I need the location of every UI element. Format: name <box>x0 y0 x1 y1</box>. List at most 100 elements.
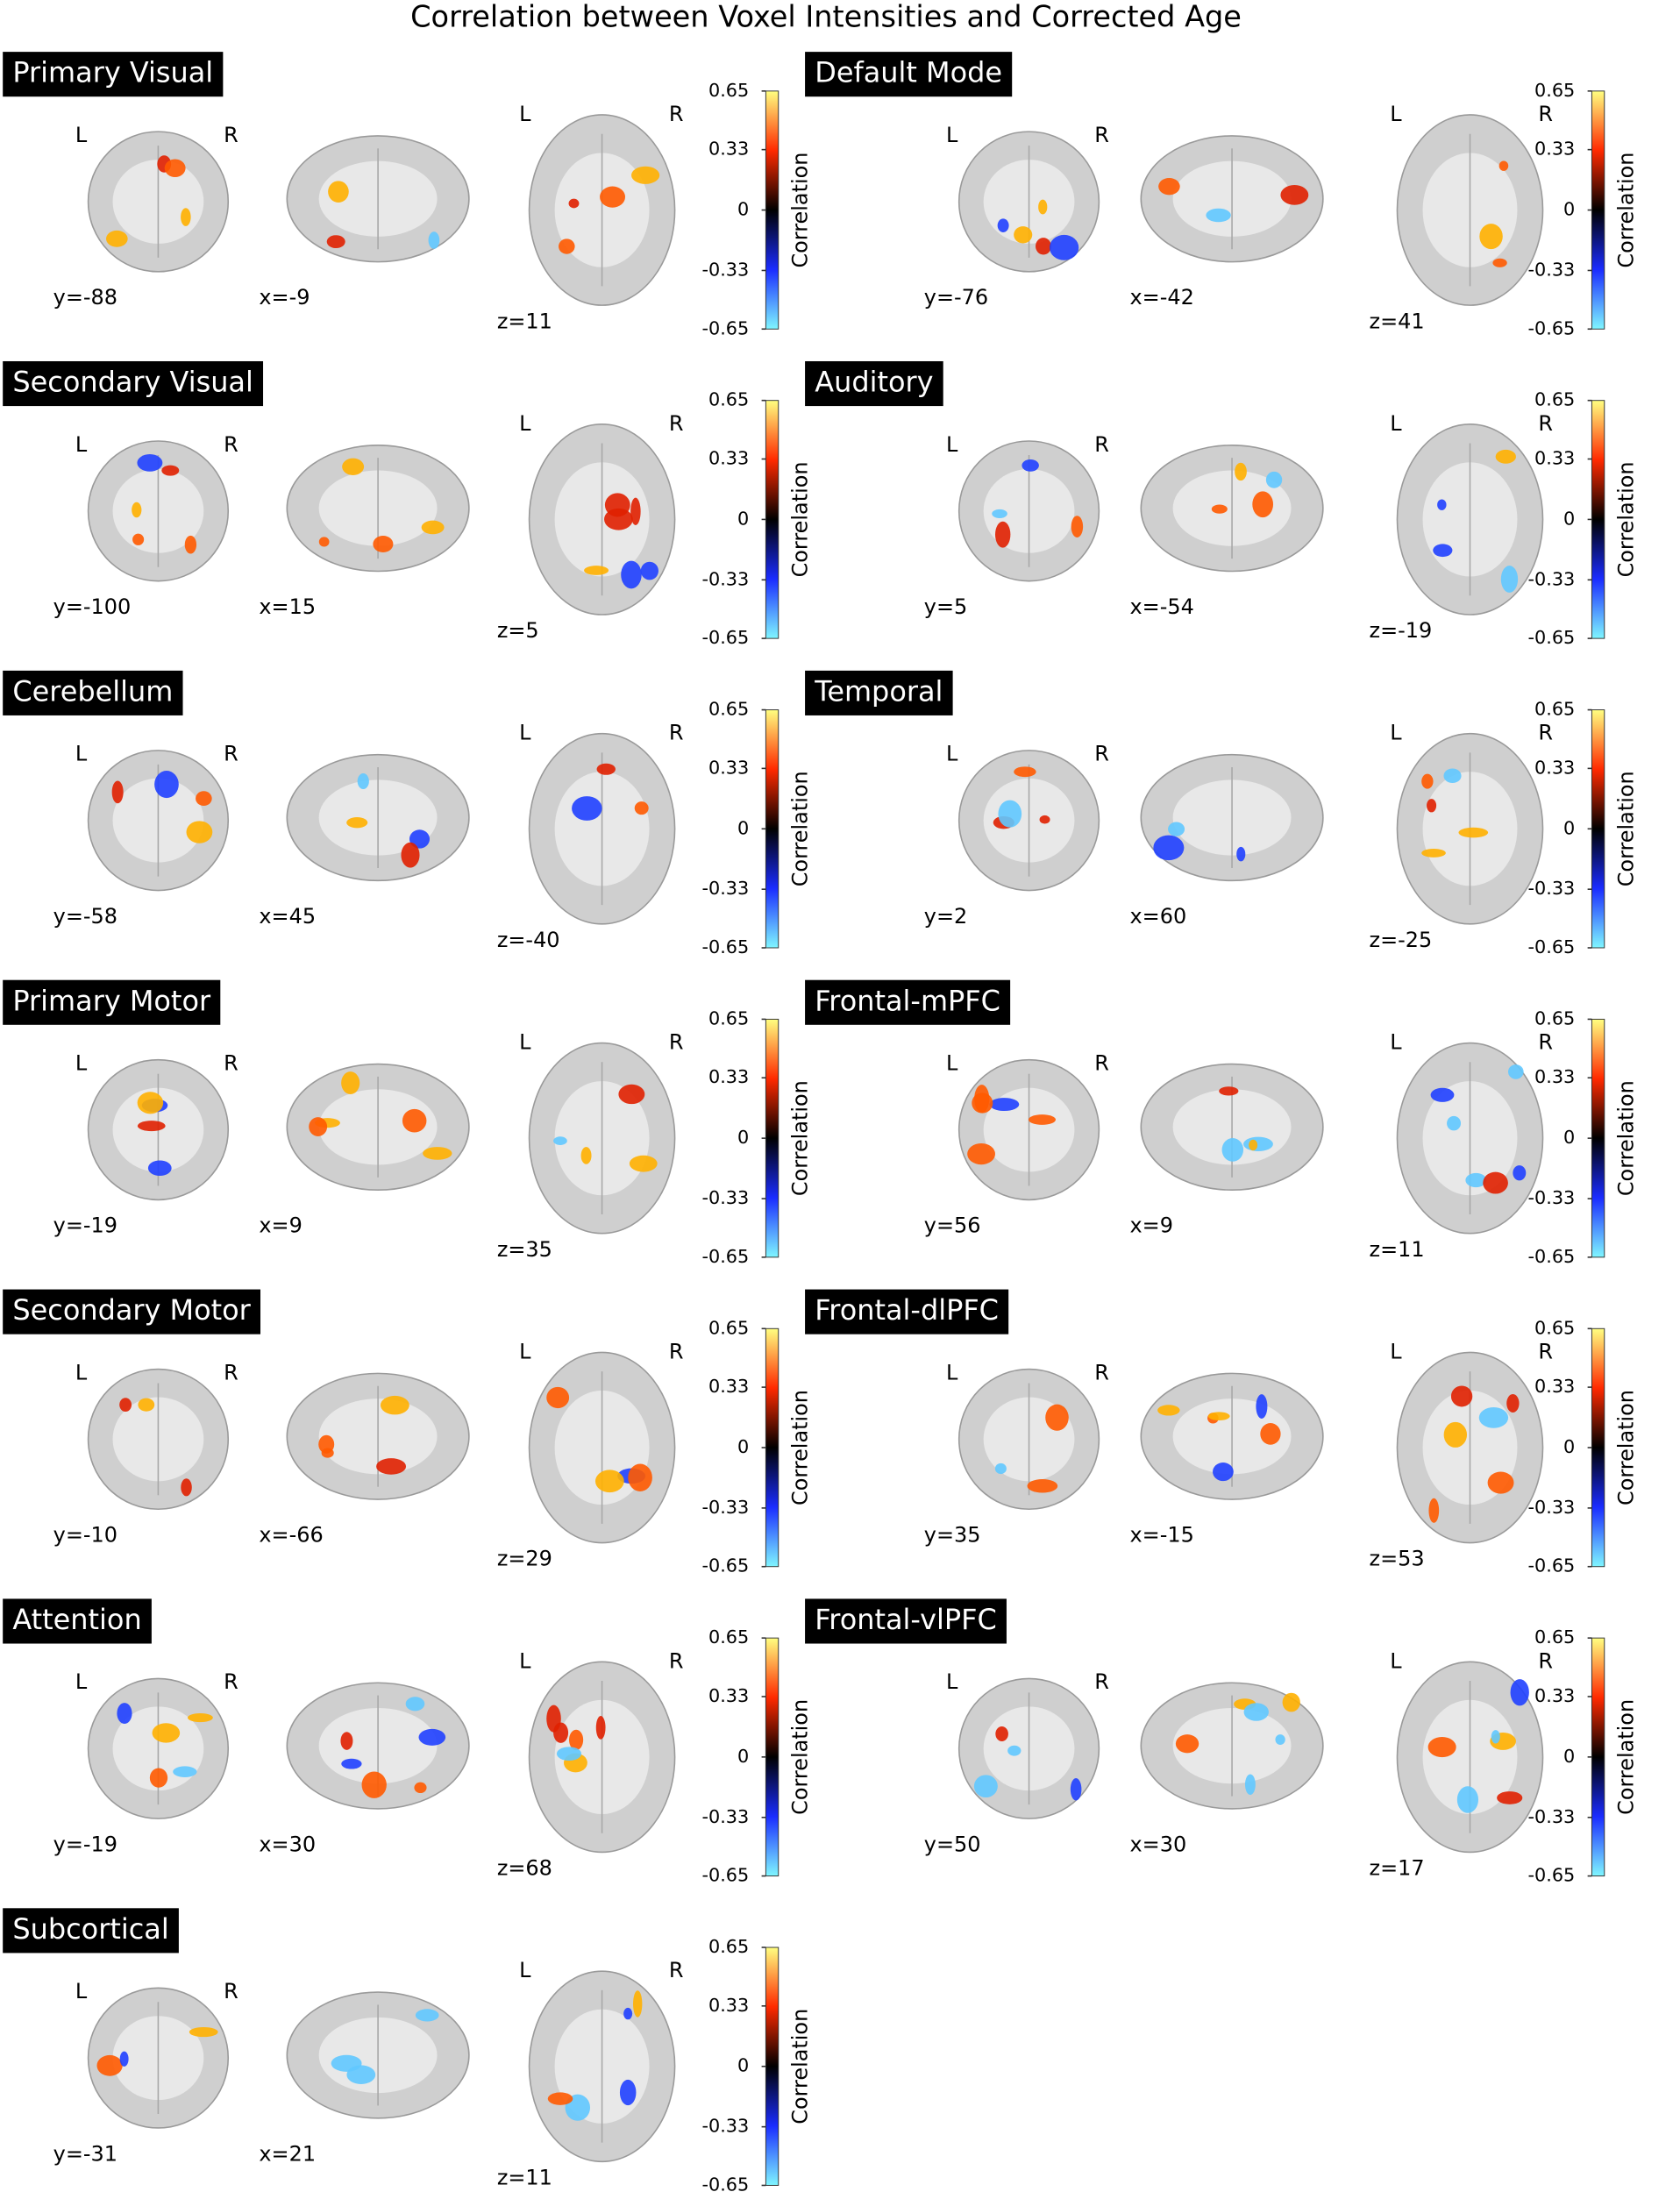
colorbar-label: Correlation <box>787 1699 812 1815</box>
hemisphere-left: L <box>946 1669 958 1694</box>
hemisphere-left: L <box>519 411 531 436</box>
hemisphere-left: L <box>519 1339 531 1363</box>
colorbar <box>1591 1637 1605 1877</box>
panel-title: Default Mode <box>815 56 1002 89</box>
activation-blob <box>137 1092 164 1114</box>
panel-title: Cerebellum <box>12 674 173 708</box>
hemisphere-right: R <box>669 411 684 436</box>
activation-blob <box>1465 1172 1487 1188</box>
colorbar-tick-label: -0.33 <box>1528 259 1576 280</box>
activation-blob <box>994 1463 1007 1475</box>
hemisphere-right: R <box>224 742 238 766</box>
activation-blob <box>553 1136 567 1145</box>
colorbar-tick-label: 0.65 <box>708 80 749 101</box>
panel-title: Temporal <box>814 674 943 708</box>
activation-blob <box>596 763 616 775</box>
activation-blob <box>331 2054 362 2072</box>
colorbar-tick-label: 0.65 <box>1534 699 1575 720</box>
slice-coordinate: z=41 <box>1370 309 1425 333</box>
colorbar-tick-label: 0.65 <box>708 1626 749 1648</box>
hemisphere-left: L <box>75 1051 88 1076</box>
colorbar-label: Correlation <box>787 1080 812 1196</box>
activation-blob <box>418 1728 446 1746</box>
hemisphere-left: L <box>946 123 958 147</box>
colorbar-tick-label: 0 <box>1563 1436 1575 1457</box>
colorbar-tick-label: -0.33 <box>702 2116 750 2137</box>
panel: Frontal-mPFC L R L Ry=56 x=9 z=11 0.65 0.33 0 -0.3… <box>805 979 1638 1267</box>
slice-coordinate: y=-100 <box>53 594 132 619</box>
hemisphere-right: R <box>669 102 684 126</box>
activation-blob <box>376 1458 407 1475</box>
panel: Primary Visual L R L Ry=-88 x=-9 z=11 0.65 0.33 0… <box>3 52 812 338</box>
panel-title: Frontal-dlPFC <box>815 1293 999 1327</box>
panel-title-box <box>3 979 221 1025</box>
colorbar-tick-label: 0 <box>737 508 749 529</box>
activation-blob <box>1039 815 1050 824</box>
activation-blob <box>1243 1136 1273 1152</box>
colorbar <box>765 709 779 949</box>
activation-blob <box>1443 768 1462 784</box>
activation-blob <box>164 159 186 177</box>
panel-title: Frontal-mPFC <box>815 984 1000 1017</box>
activation-blob <box>568 198 580 209</box>
activation-blob <box>1168 822 1185 836</box>
colorbar-tick-label: 0 <box>737 1127 749 1148</box>
panel-title-box <box>805 670 953 715</box>
colorbar-tick-label: 0.65 <box>708 389 749 410</box>
activation-blob <box>1207 1412 1230 1421</box>
slice-coordinate: z=11 <box>497 2165 552 2189</box>
panel-title: Frontal-vlPFC <box>815 1603 997 1636</box>
hemisphere-right: R <box>1094 742 1109 766</box>
colorbar-tick-label: 0.33 <box>1534 757 1575 778</box>
colorbar-tick-label: 0.33 <box>708 139 749 160</box>
colorbar-label: Correlation <box>787 461 812 577</box>
colorbar-tick-label: -0.65 <box>702 627 750 648</box>
activation-blob <box>1028 1114 1057 1125</box>
panel: Frontal-vlPFC L R L Ry=50 x=30 z=17 0.65 0.33 0 -0… <box>805 1598 1638 1886</box>
panel: Auditory L R L Ry=5 x=-54 z=-19 0.65 0.33 0 -0.33 -… <box>805 360 1638 648</box>
hemisphere-left: L <box>519 1648 531 1673</box>
activation-blob <box>1027 1478 1058 1493</box>
activation-blob <box>1036 238 1051 255</box>
activation-blob <box>600 186 626 208</box>
hemisphere-right: R <box>1094 1669 1109 1694</box>
slice-coordinate: y=2 <box>924 904 967 929</box>
colorbar <box>765 1637 779 1877</box>
activation-blob <box>1500 566 1519 593</box>
panel: Frontal-dlPFC L R L Ry=35 x=-15 z=53 0.65 0.33 0 -… <box>805 1289 1638 1576</box>
panel: Default Mode L R L Ry=-76 x=-42 z=41 0.65 0.33 0 -… <box>805 52 1638 338</box>
activation-blob <box>1450 1385 1473 1407</box>
slice-coordinate: z=68 <box>497 1856 552 1881</box>
activation-blob <box>973 1775 998 1798</box>
activation-blob <box>341 1758 362 1769</box>
activation-blob <box>1157 1405 1180 1416</box>
panel: Secondary Visual L R L Ry=-100 x=15 z=5 0.65 0.3… <box>3 360 812 648</box>
colorbar-tick-label: -0.65 <box>702 936 750 957</box>
colorbar-tick-label: -0.65 <box>1528 317 1576 338</box>
activation-blob <box>117 1703 132 1725</box>
colorbar-label: Correlation <box>787 771 812 886</box>
slice-coordinate: y=-58 <box>53 904 117 929</box>
panel: Primary Motor L R L Ry=-19 x=9 z=35 0.65 0.33 0 -0… <box>3 979 812 1267</box>
colorbar-tick-label: 0 <box>737 817 749 838</box>
activation-blob <box>428 231 440 249</box>
slice-coordinate: x=21 <box>259 2141 316 2166</box>
activation-blob <box>154 771 179 799</box>
activation-blob <box>1491 1730 1500 1744</box>
activation-blob <box>580 1147 592 1164</box>
panel-title-box <box>805 360 943 407</box>
activation-blob <box>96 2054 123 2076</box>
colorbar-label: Correlation <box>1613 1390 1638 1505</box>
hemisphere-right: R <box>224 432 238 457</box>
panel-title: Subcortical <box>12 1912 168 1946</box>
slice-coordinate: z=35 <box>497 1237 552 1262</box>
colorbar <box>765 1946 779 2186</box>
colorbar-tick-label: -0.65 <box>702 1555 750 1576</box>
colorbar-tick-label: 0.65 <box>708 699 749 720</box>
slice-coordinate: y=-19 <box>53 1213 117 1238</box>
activation-blob <box>1458 827 1489 838</box>
activation-blob <box>1014 226 1033 244</box>
activation-blob <box>415 2009 439 2022</box>
activation-blob <box>559 238 575 254</box>
slice-coordinate: z=11 <box>1370 1237 1425 1262</box>
